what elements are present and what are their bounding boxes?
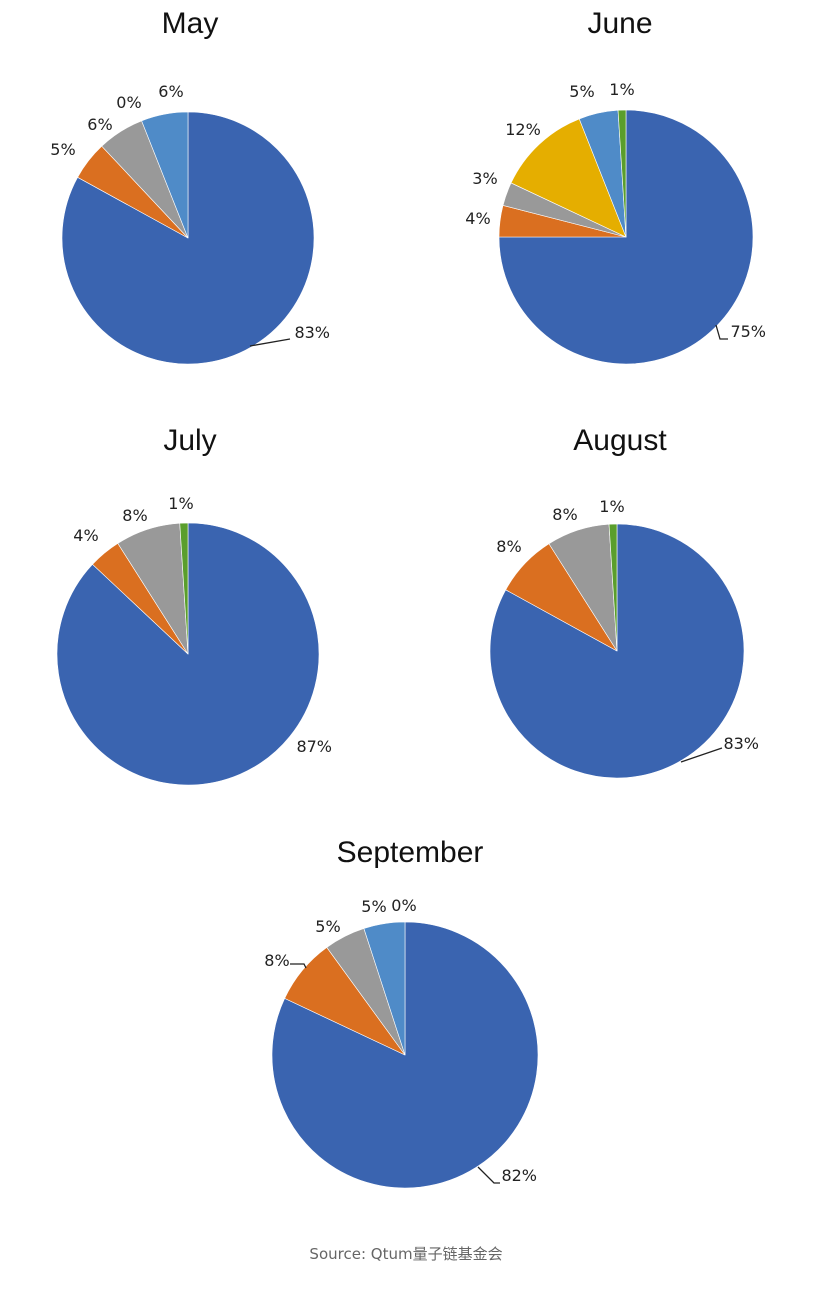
pie-slice-august-3 [608,523,618,652]
data-label-september-2: 5% [315,917,340,936]
data-label-august-0: 83% [723,734,759,753]
source-note: Source: Qtum量子链基金会 [309,1245,502,1263]
pie-slices-may [61,111,315,365]
chart-title-june: June [587,7,652,40]
chart-may: May 83%5%6%0%6% [50,7,330,365]
data-label-may-2: 6% [87,115,112,134]
chart-august: August 83% 8% 8% 1% [489,424,759,779]
chart-june: June 75% 4% 3% 12% 5% 1% [465,7,766,365]
leader-line-june-0 [715,324,728,340]
data-label-july-3: 1% [168,494,193,513]
data-label-june-0: 75% [730,322,766,341]
data-label-may-4: 6% [158,82,183,101]
pie-labels-june: 75% 4% 3% 12% 5% 1% [465,80,766,341]
leader-line-september-0 [477,1166,500,1184]
data-label-july-1: 4% [73,526,98,545]
chart-title-august: August [573,424,667,457]
leader-line-may-0 [249,338,291,347]
data-label-august-1: 8% [496,537,521,556]
data-label-september-1: 8% [264,951,289,970]
pie-slices-july [56,522,320,786]
pie-slice-june-3 [510,118,627,238]
pie-slices-june [498,109,754,365]
data-label-may-0: 83% [294,323,330,342]
data-label-july-0: 87% [296,737,332,756]
pie-slice-june-0 [498,109,754,365]
pie-slice-july-3 [179,522,189,655]
pie-slice-september-3 [363,921,406,1056]
chart-title-september: September [337,836,484,869]
data-label-august-2: 8% [552,505,577,524]
pie-slice-may-0 [61,111,315,365]
data-label-september-0: 82% [501,1166,537,1185]
data-label-june-5: 1% [609,80,634,99]
leader-line-september-1 [290,963,307,969]
data-label-august-3: 1% [599,497,624,516]
data-label-june-4: 5% [569,82,594,101]
pie-labels-august: 83% 8% 8% 1% [496,497,759,763]
leader-line-august-0 [680,747,723,763]
pie-slice-june-5 [617,109,627,238]
data-label-may-1: 5% [50,140,75,159]
pie-labels-may: 83%5%6%0%6% [50,82,330,347]
pie-labels-september: 82% 8% 5% 5% 0% [264,896,537,1185]
data-label-june-1: 4% [465,209,490,228]
chart-july: July 87% 4% 8% 1% [56,424,332,786]
data-label-july-2: 8% [122,506,147,525]
chart-september: September 82% 8% 5% 5% 0% [264,836,539,1189]
data-label-september-4: 0% [391,896,416,915]
data-label-june-3: 12% [505,120,541,139]
pie-slices-august [489,523,745,779]
data-label-may-3: 0% [116,93,141,112]
data-label-september-3: 5% [361,897,386,916]
pie-labels-july: 87% 4% 8% 1% [73,494,332,756]
data-label-june-2: 3% [472,169,497,188]
chart-title-may: May [162,7,219,40]
pie-slice-may-4 [141,111,189,239]
chart-title-july: July [163,424,216,457]
pie-slices-september [271,921,539,1189]
